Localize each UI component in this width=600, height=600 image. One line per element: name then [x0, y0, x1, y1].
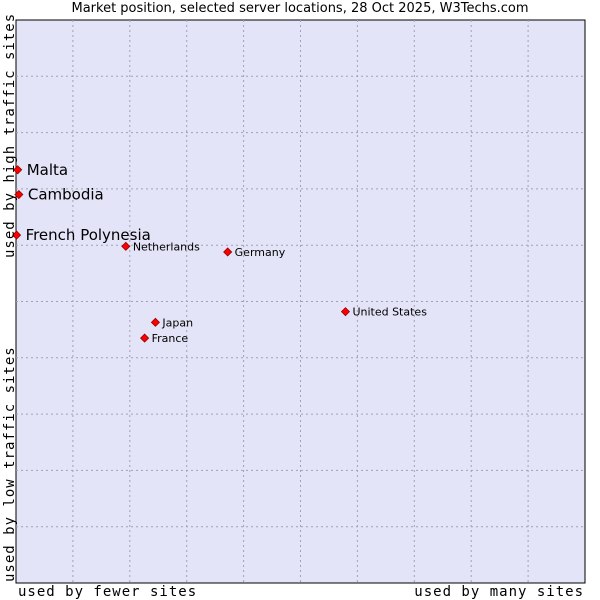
point-malta: Malta — [13, 161, 68, 179]
label-japan: Japan — [161, 316, 193, 329]
label-netherlands: Netherlands — [133, 240, 200, 253]
point-japan: Japan — [150, 316, 193, 329]
point-united-states: United States — [340, 306, 427, 319]
marker-japan — [150, 317, 160, 327]
data-points: Malta Cambodia French PolynesiaNetherlands… — [12, 161, 427, 345]
point-netherlands: Netherlands — [121, 240, 200, 253]
x-axis-label-low: used by fewer sites — [18, 584, 198, 600]
marker-cambodia — [14, 189, 24, 200]
label-germany: Germany — [235, 246, 286, 259]
label-cambodia: Cambodia — [28, 186, 104, 204]
grid-lines — [16, 20, 585, 583]
label-malta: Malta — [27, 161, 68, 179]
point-french-polynesia: French Polynesia — [12, 226, 151, 244]
marker-germany — [223, 247, 233, 257]
point-france: France — [140, 332, 189, 345]
y-axis-label-low: used by low traffic sites — [2, 346, 18, 582]
marker-french-polynesia — [12, 230, 22, 240]
x-axis-label-high: used by many sites — [414, 584, 584, 600]
marker-france — [140, 333, 150, 343]
point-germany: Germany — [223, 246, 286, 259]
chart-title: Market position, selected server locatio… — [71, 1, 529, 16]
point-cambodia: Cambodia — [14, 186, 104, 204]
label-french-polynesia: French Polynesia — [26, 226, 151, 244]
marker-united-states — [340, 307, 351, 317]
marker-netherlands — [121, 241, 131, 251]
y-axis-label-high: used by high traffic sites — [2, 12, 18, 258]
label-france: France — [152, 332, 189, 345]
marker-malta — [13, 165, 23, 175]
label-united-states: United States — [352, 306, 427, 319]
